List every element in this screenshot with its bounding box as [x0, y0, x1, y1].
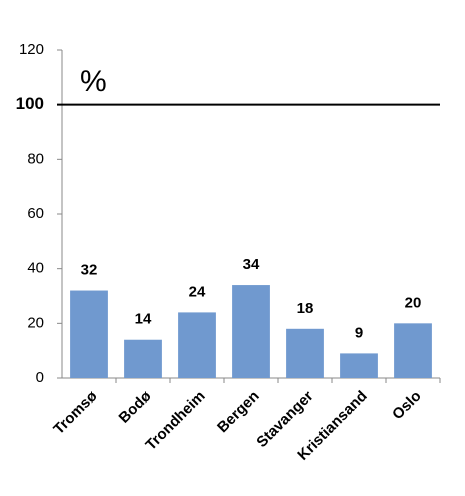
value-label: 24 — [189, 283, 206, 300]
x-tick-label: Tromsø — [50, 387, 101, 438]
x-tick-label: Bergen — [214, 388, 263, 437]
bar — [70, 290, 108, 378]
value-label: 18 — [297, 300, 314, 317]
y-tick-label: 120 — [19, 41, 44, 58]
y-tick-label: 20 — [27, 314, 44, 331]
y-tick-label: 100 — [16, 94, 44, 113]
bar — [394, 323, 432, 378]
bar — [124, 339, 162, 378]
bar — [178, 312, 216, 378]
bar — [286, 328, 324, 378]
y-tick-label: 0 — [36, 369, 44, 386]
value-label: 34 — [243, 256, 260, 273]
value-label: 14 — [135, 311, 152, 328]
x-tick-label: Bodø — [116, 387, 156, 427]
value-label: 20 — [405, 294, 422, 311]
x-tick-label: Oslo — [389, 388, 425, 424]
value-label: 9 — [355, 324, 363, 341]
y-tick-label: 40 — [27, 260, 44, 277]
y-tick-label: 80 — [27, 150, 44, 167]
value-label: 32 — [81, 262, 98, 279]
y-tick-label: 60 — [27, 205, 44, 222]
annotation: % — [80, 65, 107, 98]
bar — [340, 353, 378, 378]
bar — [232, 285, 270, 378]
